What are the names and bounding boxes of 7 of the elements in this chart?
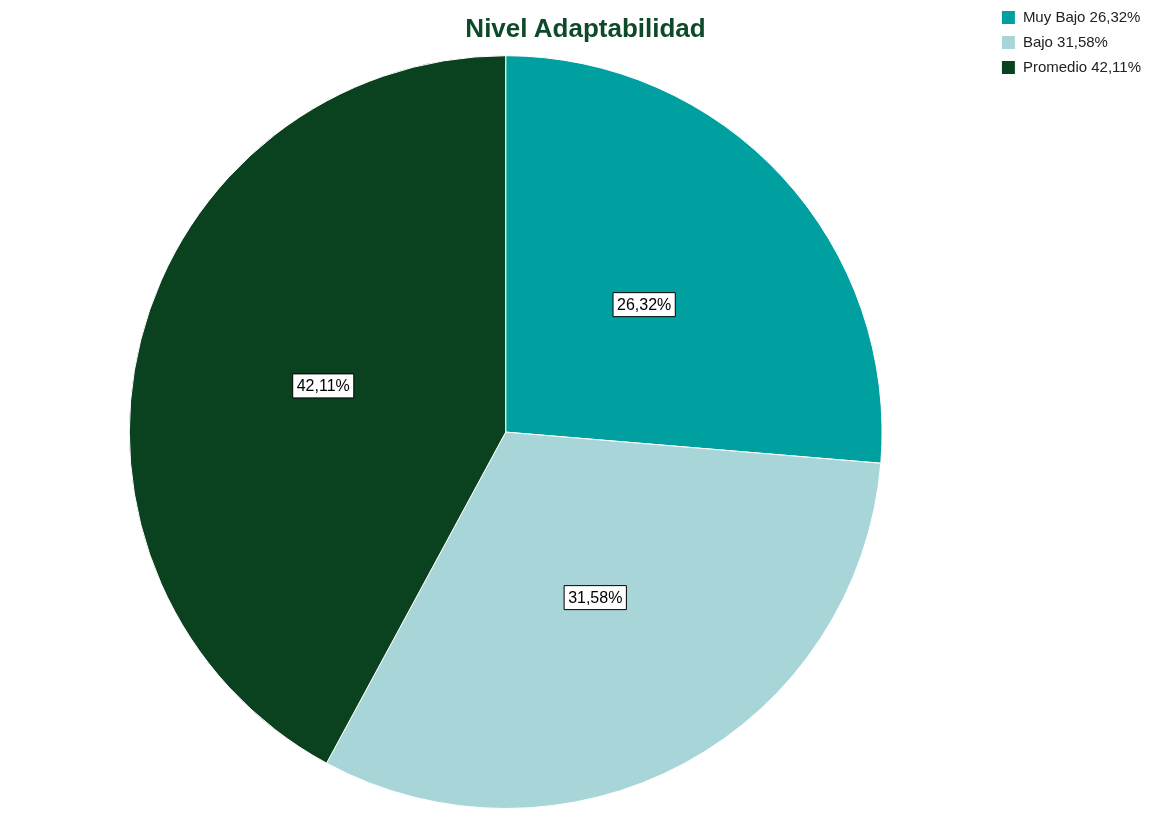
data-label: 26,32% <box>617 296 672 314</box>
data-label: 42,11% <box>296 377 350 395</box>
chart-title: Nivel Adaptabilidad <box>465 12 706 43</box>
legend-label: Muy Bajo 26,32% <box>1022 7 1141 25</box>
data-label: 31,58% <box>568 589 623 607</box>
legend-label: Bajo 31,58% <box>1022 32 1108 50</box>
legend-label: Promedio 42,11% <box>1022 57 1141 75</box>
